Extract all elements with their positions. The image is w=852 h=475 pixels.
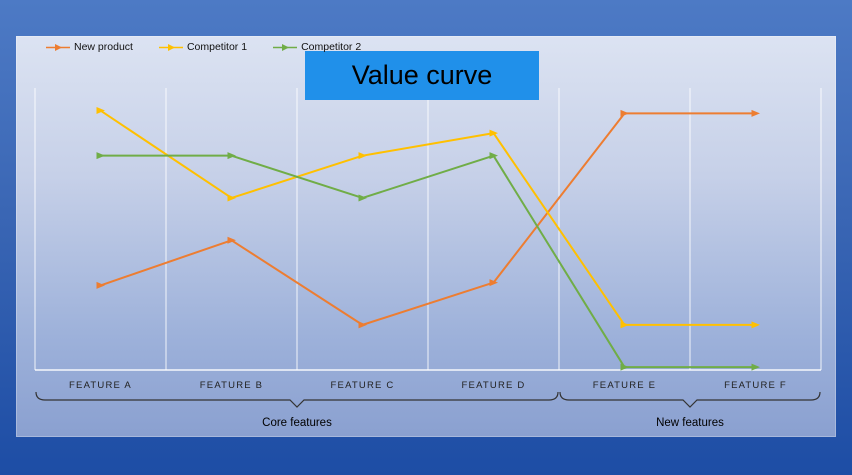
category-label: FEATURE E [593,380,656,391]
category-label: FEATURE C [331,380,395,391]
legend-item: Competitor 2 [273,41,361,53]
data-point-marker [96,281,105,289]
legend-marker-icon [273,43,298,51]
data-point-marker [489,129,498,137]
group-brace [35,391,559,408]
group-label: Core features [262,417,332,429]
data-point-marker [751,109,760,117]
line-chart: FEATURE A FEATURE B FEATURE C FEATURE D FEAT… [34,88,822,429]
data-point-marker [751,363,760,371]
legend-label: New product [74,41,133,53]
data-point-marker [620,109,629,117]
category-label: FEATURE B [200,380,263,391]
chart-title: Value curve [351,60,493,90]
legend-marker-icon [158,43,183,51]
data-point-marker [358,152,367,160]
category-label: FEATURE F [724,380,787,391]
legend-item: Competitor 1 [158,41,248,53]
data-point-marker [227,194,236,202]
data-point-marker [489,279,498,287]
legend-label: Competitor 2 [301,41,362,53]
data-point-marker [620,363,629,371]
series-line [100,154,756,369]
data-point-marker [620,321,629,329]
series-line [100,112,756,326]
chart-title-box: Value curve [305,51,539,100]
group-brace [559,391,821,408]
legend-marker-icon [46,43,70,51]
data-point-marker [96,152,105,160]
data-point-marker [358,194,367,202]
data-point-marker [227,152,236,160]
data-point-marker [489,152,498,160]
category-label: FEATURE D [462,380,526,391]
data-point-marker [227,236,236,244]
category-label: FEATURE A [69,380,132,391]
chart-panel: New product Competitor 1 Competitor 2 Valu… [16,36,836,437]
data-point-marker [751,321,760,329]
data-point-marker [358,321,367,329]
data-point-marker [96,107,105,115]
chart-legend: New product Competitor 1 Competitor 2 [46,41,361,53]
group-label: New features [656,417,724,429]
series-line [99,109,756,326]
legend-item: New product [46,41,133,53]
legend-label: Competitor 1 [186,41,248,53]
